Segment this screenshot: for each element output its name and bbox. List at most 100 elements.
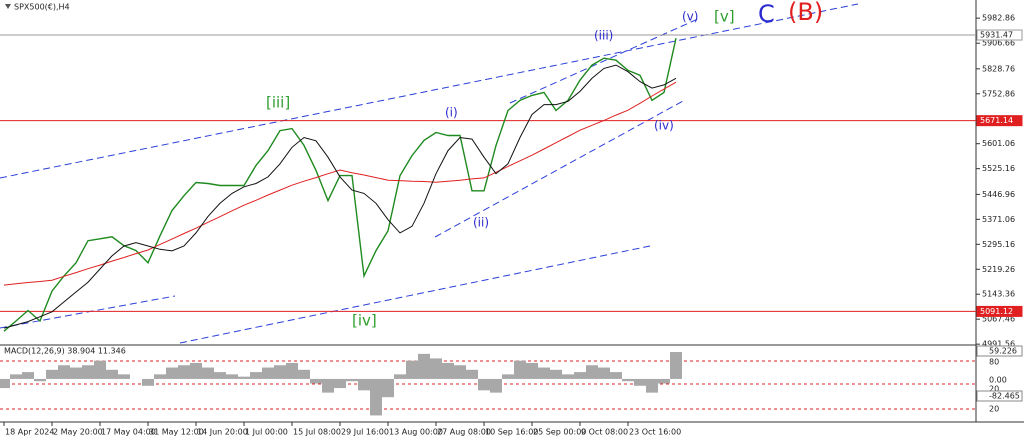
macd-bar <box>142 378 154 386</box>
y-tick-label: 5906.66 <box>982 39 1015 48</box>
price-line <box>3 38 677 332</box>
wave-label: (B) <box>788 0 823 26</box>
macd-scale-label: 0.00 <box>989 376 1007 385</box>
level-label-box <box>976 29 1023 41</box>
x-tick-label: 17 May 04:00 <box>101 428 156 437</box>
y-tick-label: 5143.36 <box>982 290 1015 299</box>
x-tick-label: 29 Jul 16:00 <box>341 428 389 437</box>
macd-bar <box>442 362 454 379</box>
macd-scale-label: 20 <box>989 385 999 394</box>
y-tick-label: 5828.76 <box>982 64 1015 73</box>
y-tick-label: 5752.86 <box>982 89 1015 98</box>
macd-bar <box>286 362 298 379</box>
macd-bar <box>322 378 334 393</box>
title-icon <box>5 4 11 9</box>
chart-title: SPX500(€),H4 <box>14 3 70 12</box>
macd-bar <box>550 369 562 379</box>
macd-bar <box>46 369 58 379</box>
macd-bar <box>658 378 670 384</box>
macd-bar <box>454 365 466 379</box>
x-tick-label: 23 Oct 16:00 <box>629 428 681 437</box>
y-tick-label: 4991.56 <box>982 340 1015 349</box>
y-tick-label: 5295.16 <box>982 240 1015 249</box>
macd-bar <box>202 367 214 379</box>
level-label-box <box>976 305 1023 317</box>
macd-bar <box>406 360 418 379</box>
macd-bar <box>670 352 682 379</box>
x-tick-label: 13 Aug 00:00 <box>389 428 443 437</box>
macd-bar <box>418 353 430 379</box>
moving-average <box>3 64 677 329</box>
scale-label-box <box>976 390 1023 402</box>
macd-bar <box>22 372 34 379</box>
y-tick-label: 5219.26 <box>982 265 1015 274</box>
y-tick-label: 5601.06 <box>982 139 1015 148</box>
wave-label: [iv] <box>352 312 377 330</box>
x-tick-label: 1 Jul 00:00 <box>245 428 288 437</box>
macd-bar <box>178 365 190 379</box>
macd-bar <box>478 378 490 391</box>
wave-label: (i) <box>445 106 458 120</box>
x-tick-label: 15 Jul 08:00 <box>293 428 341 437</box>
macd-bar <box>598 367 610 379</box>
macd-bar <box>250 372 262 379</box>
macd-bar <box>106 369 118 379</box>
macd-bar <box>358 378 370 391</box>
macd-bar <box>382 378 394 398</box>
macd-bar <box>58 365 70 379</box>
trendlines <box>0 3 859 344</box>
x-tick-label: 2 May 20:00 <box>53 428 103 437</box>
moving-average <box>3 81 677 286</box>
macd-title: MACD(12,26,9) 38.904 11.346 <box>4 347 126 356</box>
macd-bar <box>10 374 22 379</box>
wave-label: [v] <box>714 8 735 26</box>
macd-bar <box>370 378 382 416</box>
macd-bar <box>70 367 82 379</box>
macd-bar <box>166 367 178 379</box>
macd-bar <box>94 360 106 379</box>
macd-bar <box>574 372 586 379</box>
macd-bar <box>394 374 406 379</box>
wave-label: (iii) <box>594 29 613 43</box>
scale-label-box <box>976 345 1023 357</box>
macd-bar <box>334 378 346 389</box>
y-tick-label: 5525.16 <box>982 164 1015 173</box>
level-label-box <box>976 115 1023 127</box>
y-tick-label: 5982.86 <box>982 14 1015 23</box>
x-tick-label: 27 Aug 08:00 <box>437 428 491 437</box>
macd-bar <box>298 369 310 379</box>
macd-bar <box>430 358 442 379</box>
macd-bar <box>490 378 502 393</box>
macd-bar <box>310 378 322 384</box>
y-tick-label: 5446.96 <box>982 190 1015 199</box>
trendline <box>509 17 701 104</box>
trendline <box>0 3 859 179</box>
macd-scale-label: 80 <box>989 358 999 367</box>
macd-bar <box>502 374 514 379</box>
x-tick-label: 25 Sep 00:00 <box>533 428 586 437</box>
macd-bar <box>226 374 238 379</box>
macd-bar <box>610 372 622 379</box>
macd-bar <box>538 367 550 379</box>
level-label: 5091.12 <box>980 307 1013 316</box>
x-tick-label: 9 Oct 08:00 <box>581 428 628 437</box>
y-tick-label: 5371.06 <box>982 215 1015 224</box>
x-tick-label: 10 Sep 16:00 <box>485 428 538 437</box>
macd-scale-label: 59.226 <box>989 347 1017 356</box>
trendline <box>434 100 684 238</box>
macd-bar <box>190 362 202 379</box>
macd-bar <box>154 374 166 379</box>
macd-scale-label: 20 <box>989 405 999 414</box>
macd-scale-label: -82.465 <box>989 392 1020 401</box>
wave-label: (ii) <box>473 216 489 230</box>
wave-label: C <box>758 0 775 28</box>
trendline <box>0 295 176 329</box>
wave-label: [iii] <box>266 94 290 112</box>
macd-bar <box>34 378 46 382</box>
x-tick-label: 31 May 12:00 <box>149 428 204 437</box>
macd-bar <box>0 378 10 389</box>
macd-bar <box>466 369 478 379</box>
